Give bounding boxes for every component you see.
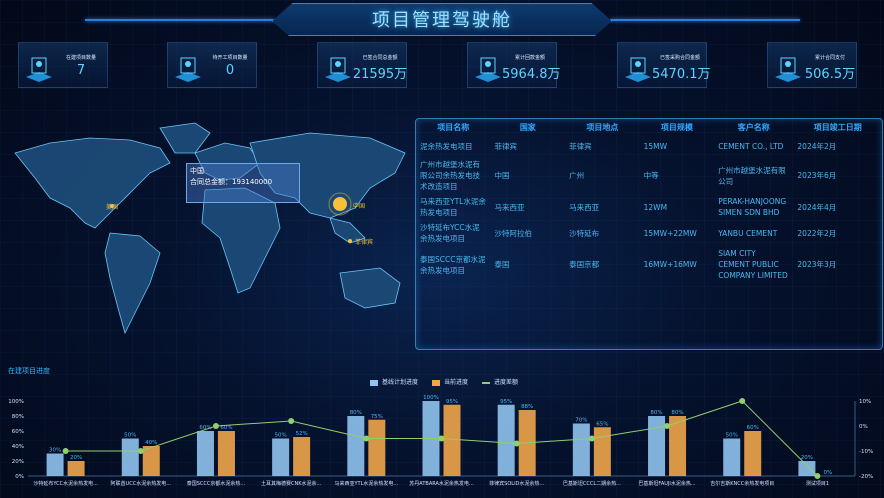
table-cell: 沙特延布: [569, 228, 600, 238]
tooltip-amount: 合同总金额：193140000: [190, 178, 273, 186]
chart-section-title: 在建项目进度: [8, 367, 50, 375]
southeast-asia: [329, 217, 366, 244]
page-title: 项目管理驾驶舱: [372, 10, 512, 31]
table-cell: 马来西亚YTL水泥余热发电项目: [420, 197, 486, 217]
map-tooltip: 中国 合同总金额：193140000: [186, 163, 300, 203]
kpi-card: 已签合同总金额 21595万: [317, 42, 407, 88]
map-pin-icon: [26, 57, 52, 82]
table-cell: 2023年6月: [797, 171, 837, 180]
marker-label-philippines: 菲律宾: [355, 239, 374, 246]
greenland: [159, 122, 211, 154]
table-cell: 泰国SCCC京都水泥余热发电项目: [420, 254, 486, 275]
marker-label-china: 中国: [353, 203, 366, 210]
table-cell: 16MW+16MW: [643, 260, 697, 269]
kpi-card: 待开工项目数量 0: [167, 42, 257, 88]
table-row[interactable]: 沙特延布YCC水泥余热发电项目 沙特阿拉伯 沙特延布 15MW+22MW YANBU C…: [416, 220, 882, 246]
column-header[interactable]: 项目竣工日期: [813, 122, 862, 132]
marker-label-usa: 美国: [106, 204, 119, 211]
table-cell: 广州: [569, 171, 585, 180]
kpi-label: 已签采购合同金额: [659, 55, 700, 61]
header-line-left: [85, 19, 275, 21]
table-cell: 12WM: [643, 202, 668, 212]
kpi-card: 已签采购合同金额 5470.1万: [617, 42, 711, 88]
table-cell: 菲律宾: [569, 141, 592, 151]
legend-item-difference[interactable]: 进度差额: [482, 377, 518, 386]
table-cell: 2023年3月: [797, 260, 837, 269]
kpi-value: 506.5万: [804, 67, 856, 82]
table-cell: 中国: [494, 171, 510, 180]
column-header[interactable]: 国家: [519, 122, 536, 132]
kpi-value: 0: [225, 63, 235, 78]
china-marker[interactable]: [333, 197, 347, 211]
table-cell: 泰国京都: [569, 260, 600, 269]
kpi-label: 已签合同总金额: [362, 55, 398, 61]
project-table: 项目名称 国家 项目地点 项目规模 客户名称 项目竣工日期 泥余热发电项目 菲律宾 菲律宾 15…: [416, 119, 882, 283]
legend-item-current[interactable]: 当前进度: [432, 377, 468, 386]
kpi-label: 累计回款金额: [514, 55, 545, 61]
south-america: [104, 232, 161, 335]
legend-label: 进度差额: [494, 379, 519, 386]
table-cell: 泰国: [494, 260, 510, 269]
kpi-card: 累计回款金额 5964.8万: [467, 42, 561, 88]
kpi-card: 在建项目数量 7: [18, 42, 108, 88]
table-cell: YANBU CEMENT: [718, 228, 778, 238]
table-cell: CEMENT CO., LTD: [718, 141, 784, 151]
kpi-label: 在建项目数量: [65, 55, 96, 61]
header: 项目管理驾驶舱: [0, 0, 884, 38]
asia: [249, 132, 406, 219]
bar-growth-icon: [325, 57, 351, 82]
world-map[interactable]: 美国 中国 菲律宾: [10, 118, 410, 348]
buildings-icon: [175, 57, 201, 82]
tooltip-country: 中国: [190, 167, 204, 175]
table-cell: 泥余热发电项目: [420, 141, 473, 151]
table-row[interactable]: 泰国SCCC京都水泥余热发电项目 泰国 泰国京都 16MW+16MW SIAM CITY…: [416, 246, 882, 283]
coin-stack-icon: [625, 57, 651, 82]
table-cell: 马来西亚: [494, 202, 525, 212]
world-map-svg: [14, 122, 406, 335]
table-cell: PERAK-HANJOONG SIMEN SDN BHD: [718, 197, 787, 217]
kpi-value: 21595万: [352, 67, 408, 82]
table-cell: 菲律宾: [494, 141, 518, 151]
table-cell: 广州市越堡水泥有限公司: [718, 165, 786, 186]
table-row[interactable]: 广州市越堡水泥有限公司余热发电技术改造项目 中国 广州 中等 广州市越堡水泥有限公司 20…: [416, 157, 882, 194]
column-header[interactable]: 项目名称: [437, 122, 470, 132]
table-cell: 马来西亚: [569, 202, 600, 212]
project-table-panel: 项目名称 国家 项目地点 项目规模 客户名称 项目竣工日期 泥余热发电项目 菲律宾 菲律宾 15…: [415, 118, 883, 350]
kpi-label: 待开工项目数量: [212, 55, 248, 61]
kpi-value: 5470.1万: [652, 67, 711, 82]
column-header[interactable]: 客户名称: [737, 122, 770, 132]
australia: [339, 267, 401, 309]
table-cell: 15MW+22MW: [643, 228, 697, 238]
legend-item-baseline[interactable]: 基线计划进度: [370, 377, 418, 386]
africa: [201, 187, 281, 294]
philippines-marker[interactable]: [348, 239, 352, 243]
layers-icon: [775, 57, 801, 82]
europe: [194, 142, 261, 181]
table-cell: 2022年2月: [797, 228, 837, 238]
column-header[interactable]: 项目地点: [586, 122, 619, 132]
legend-label: 基线计划进度: [382, 379, 419, 386]
kpi-label: 累计合同支付: [814, 55, 845, 61]
table-cell: 广州市越堡水泥有限公司余热发电技术改造项目: [420, 160, 480, 191]
kpi-value: 5964.8万: [502, 67, 561, 82]
table-cell: SIAM CITY CEMENT PUBLIC COMPANY LIMITED: [718, 249, 788, 280]
table-row[interactable]: 马来西亚YTL水泥余热发电项目 马来西亚 马来西亚 12WM PERAK-HANJOON…: [416, 194, 882, 220]
kpi-value: 7: [76, 63, 86, 78]
table-cell: 2024年2月: [797, 141, 837, 151]
yen-coin-icon: [475, 57, 501, 82]
table-cell: 沙特阿拉伯: [494, 228, 533, 238]
table-cell: 沙特延布YCC水泥余热发电项目: [420, 223, 480, 243]
chart-legend: 基线计划进度 当前进度 进度差额: [370, 377, 518, 386]
table-cell: 2024年4月: [797, 202, 837, 212]
legend-label: 当前进度: [444, 379, 469, 386]
table-cell: 15MW: [643, 141, 668, 151]
usa-marker[interactable]: [110, 204, 114, 208]
header-line-right: [610, 19, 800, 21]
table-cell: 中等: [643, 171, 659, 180]
kpi-card: 累计合同支付 506.5万: [767, 42, 857, 88]
north-america: [14, 137, 171, 229]
column-header[interactable]: 项目规模: [660, 122, 693, 132]
title-banner: [272, 3, 612, 36]
table-row[interactable]: 泥余热发电项目 菲律宾 菲律宾 15MW CEMENT CO., LTD 2024年2月: [416, 135, 882, 157]
